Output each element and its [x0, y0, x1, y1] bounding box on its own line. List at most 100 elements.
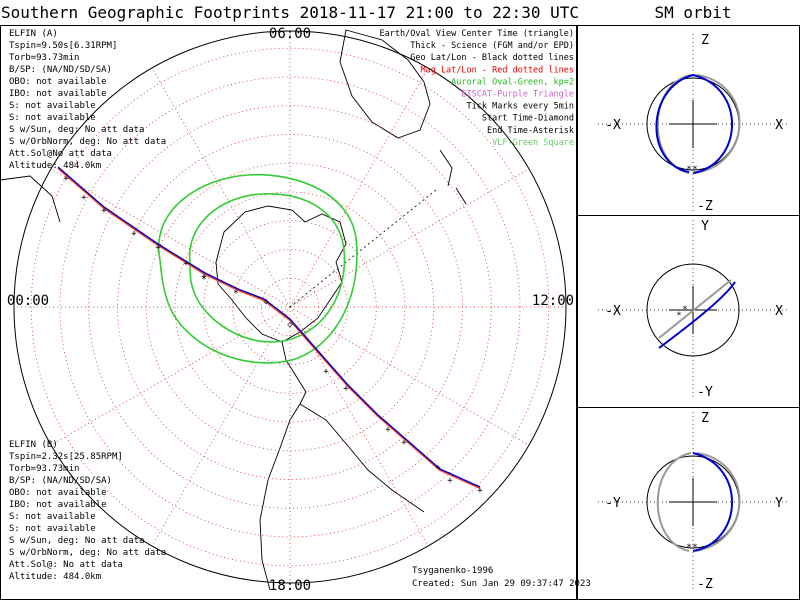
auroral-oval: [157, 173, 358, 364]
view-center-line: [289, 189, 437, 308]
info-line: IBO: not available: [9, 89, 107, 99]
orbit-end-mark: *: [682, 305, 687, 315]
legend-entry: Mag Lat/Lon - Red dotted lines: [420, 65, 574, 75]
elfin-b-orbit: [658, 279, 732, 339]
info-line: Att.Sol@: No att data: [9, 560, 123, 570]
info-line: Torb=93.73min: [9, 464, 79, 474]
south-america-coast: [259, 403, 425, 591]
longitude-line: [50, 306, 291, 446]
end-time-asterisk: *: [233, 289, 238, 299]
legend-entry: EISCAT-Purple Triangle: [461, 90, 574, 100]
info-title: ELFIN (B): [9, 440, 58, 450]
axis-label-top: Z: [701, 411, 709, 426]
orbit-end-mark: *: [676, 311, 681, 321]
info-line: Tspin=2.32s[25.85RPM]: [9, 452, 123, 462]
axis-label-top: Y: [701, 219, 709, 234]
info-line: B/SP: (NA/ND/SD/SA): [9, 65, 112, 75]
latitude-circle: [203, 220, 377, 394]
end-time-asterisk: *: [201, 275, 206, 285]
earth-circle: [646, 263, 740, 357]
axis-label-bottom: -Y: [697, 385, 713, 400]
track-tick-mark: +: [131, 229, 137, 239]
model-label: Tsyganenko-1996: [412, 566, 493, 576]
info-line: S: not available: [9, 113, 96, 123]
longitude-line: [50, 168, 291, 308]
track-tick-mark: +: [183, 259, 189, 269]
axis-label-bottom: -Z: [697, 199, 713, 214]
info-line: Att.Sol@No att data: [9, 149, 112, 159]
map-boundary: [13, 30, 567, 584]
auroral-oval-inner: [188, 193, 346, 343]
elfin-a-orbit-back: [655, 74, 694, 173]
elfin-b-orbit-back: [656, 452, 692, 552]
info-line: B/SP: (NA/ND/SD/SA): [9, 476, 112, 486]
polar-map: +++++++++++++**◇◇+ 06:00 00:00 12:00 18:…: [0, 26, 591, 594]
elfin-b-orbit: [694, 74, 741, 174]
axis-label-right: X: [775, 118, 783, 133]
antarctic-peninsula: [281, 341, 307, 405]
track-tick-mark: +: [81, 193, 87, 203]
orbit-panel-title: SM orbit: [654, 3, 731, 22]
track-tick-mark: +: [323, 367, 329, 377]
orbit-end-mark: *: [686, 543, 691, 553]
clock-label-top: 06:00: [269, 26, 311, 42]
track-end-mark: +: [477, 486, 483, 496]
latitude-circle: [30, 47, 550, 567]
track-tick-mark: +: [343, 384, 349, 394]
axis-label-left: -X: [605, 304, 621, 319]
longitude-line: [151, 67, 291, 308]
legend-entry: Thick - Science (FGM and/or EPD): [410, 41, 574, 51]
map-legend: Earth/Oval View Center Time (triangle) Th…: [380, 29, 574, 148]
info-line: S: not available: [9, 524, 96, 534]
track-tick-mark: +: [401, 438, 407, 448]
track-tick-mark: +: [155, 243, 161, 253]
antarctica-coastline: [215, 205, 347, 343]
legend-entry: Earth/Oval View Center Time (triangle): [380, 29, 574, 39]
info-line: OBO: not available: [9, 77, 107, 87]
info-line: Altitude: 484.0km: [9, 572, 101, 582]
elfin-b-track: [57, 167, 481, 490]
elfin-a-orbit: [692, 452, 733, 552]
elfin-a-orbit: [692, 74, 733, 174]
elfin-a-track: [57, 166, 481, 488]
latitude-circle: [88, 105, 492, 509]
track-tick-mark: +: [101, 206, 107, 216]
axis-label-left: -Y: [605, 496, 621, 511]
auroral-oval-outer: [157, 173, 358, 364]
page-title: Southern Geographic Footprints 2018-11-1…: [1, 3, 579, 22]
view-center-triangle: ◇: [263, 297, 269, 307]
clock-label-right: 12:00: [532, 293, 574, 309]
clock-label-left: 00:00: [7, 293, 49, 309]
legend-entry: Auroral Oval-Green, kp=2: [451, 77, 574, 87]
elfin-a-info: ELFIN (A) Tspin=9.50s[6.31RPM] Torb=93.73m…: [9, 29, 166, 171]
start-time-diamond: ◇: [287, 320, 293, 330]
new-zealand-coast: [439, 149, 467, 205]
latitude-circle: [174, 191, 406, 423]
orbit-end-mark: *: [686, 165, 691, 175]
elfin-b-info: ELFIN (B) Tspin=2.32s[25.85RPM] Torb=93.73…: [9, 440, 166, 582]
elfin-b-orbit: [694, 452, 741, 552]
elfin-a-orbit: [658, 281, 736, 349]
axis-label-bottom: -Z: [697, 577, 713, 592]
track-tick-mark: +: [63, 174, 69, 184]
axis-label-right: Y: [775, 496, 783, 511]
created-label: Created: Sun Jan 29 09:37:47 2023: [412, 579, 591, 589]
legend-entry: Tick Marks every 5min: [467, 102, 574, 112]
info-line: OBO: not available: [9, 488, 107, 498]
axis-label-top: Z: [701, 33, 709, 48]
legend-entry: Start Time-Diamond: [482, 114, 574, 124]
orbit-panel-xy: Y -Y -X X **: [598, 219, 788, 400]
info-line: S: not available: [9, 101, 96, 111]
track-tick-mark: +: [201, 272, 207, 282]
info-line: S w/OrbNorm, deg: No att data: [9, 548, 166, 558]
sm-orbit-panels: Z-Z-X X* *Y-Y-X X**Z-Z-Y Y* *: [598, 33, 788, 592]
track-tick-mark: +: [435, 463, 441, 473]
info-line: S w/Sun, deg: No att data: [9, 125, 144, 135]
info-line: S w/Sun, deg: No att data: [9, 536, 144, 546]
info-line: S w/OrbNorm, deg: No att data: [9, 137, 166, 147]
info-line: Torb=93.73min: [9, 53, 79, 63]
info-line: IBO: not available: [9, 500, 107, 510]
legend-entry: VLF-Green Square: [492, 138, 574, 148]
info-title: ELFIN (A): [9, 29, 58, 39]
